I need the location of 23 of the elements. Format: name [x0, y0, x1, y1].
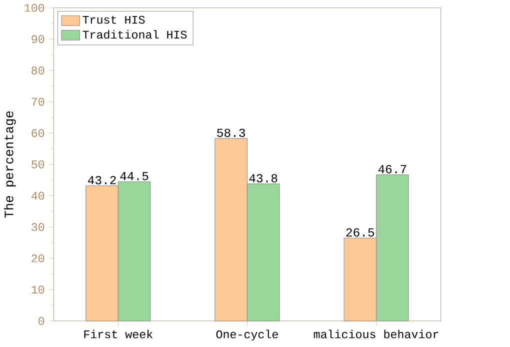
y-tick-label: 30: [32, 222, 44, 231]
y-tick-label: 70: [32, 98, 44, 106]
data-label: 46.7: [378, 164, 406, 174]
legend-label: Trust HIS: [82, 16, 145, 24]
x-tick-label: malicious behavior: [314, 330, 438, 338]
x-tick-label: First week: [84, 330, 153, 338]
data-label: 26.5: [346, 228, 374, 236]
data-label: 44.5: [120, 172, 148, 180]
y-tick-label: 60: [32, 129, 44, 137]
legend-label: Traditional HIS: [82, 30, 187, 39]
y-tick-label: 20: [32, 254, 44, 262]
y-tick-label: 80: [32, 66, 44, 74]
y-tick-label: 10: [32, 286, 44, 294]
y-tick-label: 100: [24, 4, 44, 12]
y-tick-label: 90: [32, 35, 44, 44]
data-label: 43.8: [249, 174, 278, 182]
x-tick-label: One-cycle: [216, 330, 278, 341]
y-tick-label: 50: [32, 160, 44, 168]
y-tick-label: 0: [38, 316, 44, 325]
y-tick-label: 40: [31, 192, 44, 200]
data-label: 43.2: [88, 176, 116, 184]
y-axis-title: The percentage: [4, 111, 16, 218]
data-label: 58.3: [217, 128, 245, 137]
